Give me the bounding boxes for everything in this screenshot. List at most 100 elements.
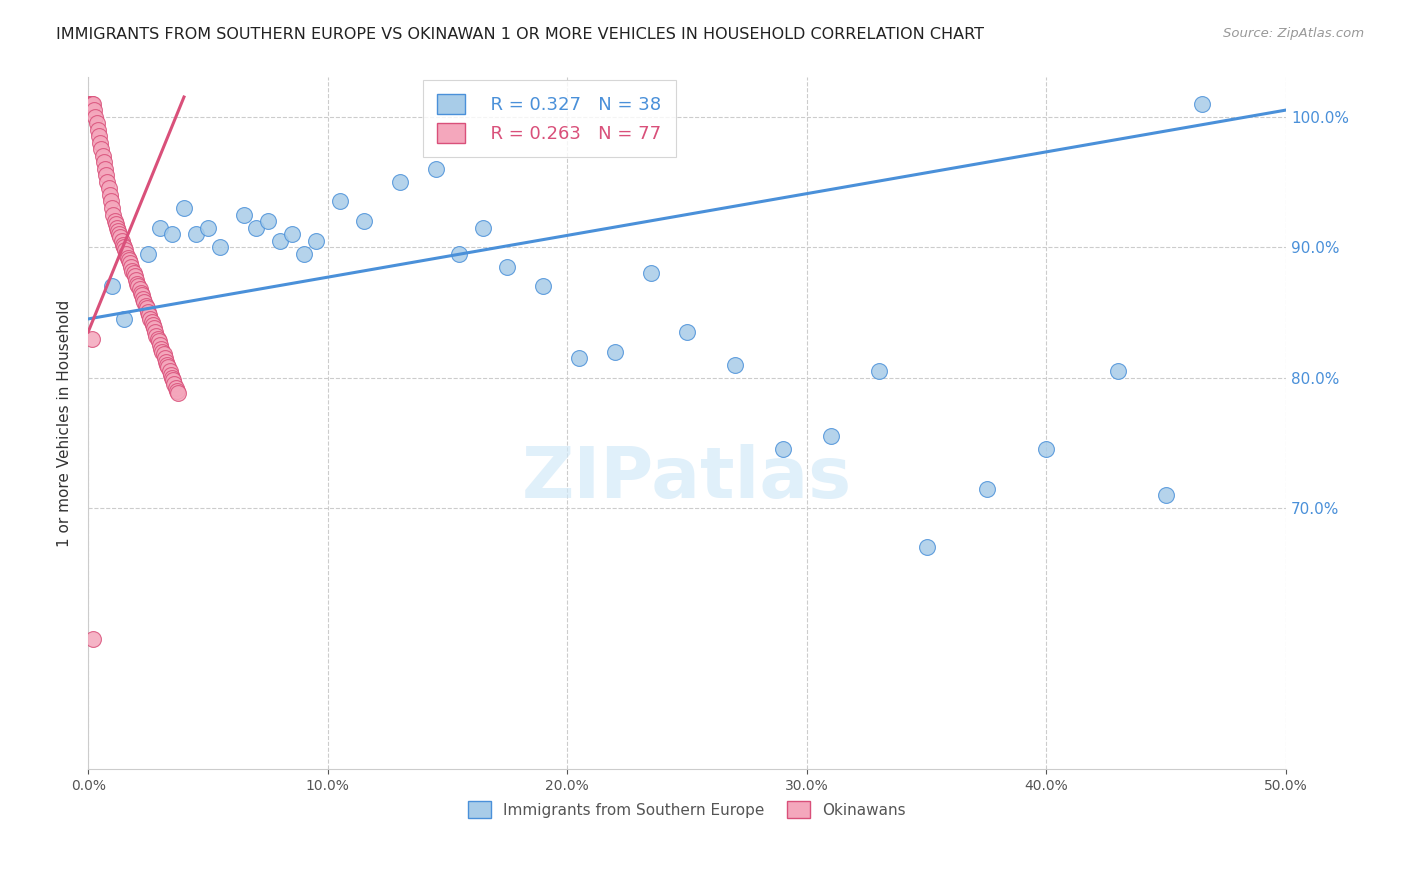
- Point: [167, 386, 190, 401]
- Point: [84, 110, 107, 124]
- Point: [93, 155, 115, 169]
- Point: [111, 237, 134, 252]
- Point: [640, 266, 662, 280]
- Point: [269, 234, 291, 248]
- Point: [94, 161, 117, 176]
- Point: [159, 368, 181, 382]
- Point: [79, 96, 101, 111]
- Point: [103, 207, 125, 221]
- Point: [107, 225, 129, 239]
- Point: [976, 482, 998, 496]
- Point: [184, 227, 207, 241]
- Point: [97, 181, 120, 195]
- Point: [82, 96, 104, 111]
- Point: [129, 285, 152, 300]
- Point: [496, 260, 519, 274]
- Point: [150, 342, 173, 356]
- Point: [87, 122, 110, 136]
- Point: [143, 321, 166, 335]
- Point: [87, 129, 110, 144]
- Point: [820, 429, 842, 443]
- Point: [135, 301, 157, 316]
- Point: [148, 334, 170, 348]
- Point: [146, 332, 169, 346]
- Point: [89, 136, 111, 150]
- Point: [160, 227, 183, 241]
- Point: [98, 188, 121, 202]
- Point: [122, 266, 145, 280]
- Point: [100, 194, 122, 209]
- Point: [256, 214, 278, 228]
- Point: [155, 355, 177, 369]
- Point: [112, 240, 135, 254]
- Point: [112, 312, 135, 326]
- Point: [120, 256, 142, 270]
- Point: [139, 312, 162, 326]
- Point: [83, 103, 105, 117]
- Point: [772, 442, 794, 457]
- Point: [131, 288, 153, 302]
- Point: [104, 217, 127, 231]
- Point: [143, 325, 166, 339]
- Point: [136, 246, 159, 260]
- Point: [305, 234, 328, 248]
- Point: [149, 338, 172, 352]
- Point: [114, 243, 136, 257]
- Point: [121, 263, 143, 277]
- Text: IMMIGRANTS FROM SOUTHERN EUROPE VS OKINAWAN 1 OR MORE VEHICLES IN HOUSEHOLD CORR: IMMIGRANTS FROM SOUTHERN EUROPE VS OKINA…: [56, 27, 984, 42]
- Point: [118, 253, 141, 268]
- Point: [124, 268, 146, 283]
- Point: [676, 325, 699, 339]
- Point: [145, 329, 167, 343]
- Point: [159, 364, 181, 378]
- Point: [605, 344, 627, 359]
- Point: [136, 305, 159, 319]
- Point: [127, 277, 149, 291]
- Point: [152, 344, 174, 359]
- Point: [120, 260, 142, 274]
- Point: [388, 175, 411, 189]
- Point: [165, 381, 187, 395]
- Point: [166, 384, 188, 398]
- Point: [245, 220, 267, 235]
- Point: [1107, 364, 1129, 378]
- Point: [105, 220, 128, 235]
- Point: [173, 201, 195, 215]
- Point: [1154, 488, 1177, 502]
- Point: [149, 220, 172, 235]
- Point: [82, 632, 104, 646]
- Point: [110, 229, 132, 244]
- Point: [472, 220, 495, 235]
- Point: [135, 299, 157, 313]
- Point: [86, 116, 108, 130]
- Point: [568, 351, 591, 365]
- Point: [157, 360, 180, 375]
- Point: [1035, 442, 1057, 457]
- Point: [80, 96, 103, 111]
- Point: [108, 227, 131, 241]
- Text: Source: ZipAtlas.com: Source: ZipAtlas.com: [1223, 27, 1364, 40]
- Point: [152, 347, 174, 361]
- Point: [160, 370, 183, 384]
- Point: [80, 332, 103, 346]
- Point: [128, 282, 150, 296]
- Point: [125, 273, 148, 287]
- Point: [138, 308, 160, 322]
- Point: [142, 318, 165, 333]
- Point: [111, 234, 134, 248]
- Point: [127, 279, 149, 293]
- Point: [292, 246, 315, 260]
- Point: [132, 293, 155, 307]
- Point: [868, 364, 890, 378]
- Point: [162, 373, 184, 387]
- Point: [79, 96, 101, 111]
- Point: [90, 142, 112, 156]
- Point: [329, 194, 352, 209]
- Point: [103, 214, 125, 228]
- Point: [141, 314, 163, 328]
- Point: [101, 279, 124, 293]
- Point: [208, 240, 231, 254]
- Point: [531, 279, 554, 293]
- Point: [163, 377, 186, 392]
- Point: [96, 175, 118, 189]
